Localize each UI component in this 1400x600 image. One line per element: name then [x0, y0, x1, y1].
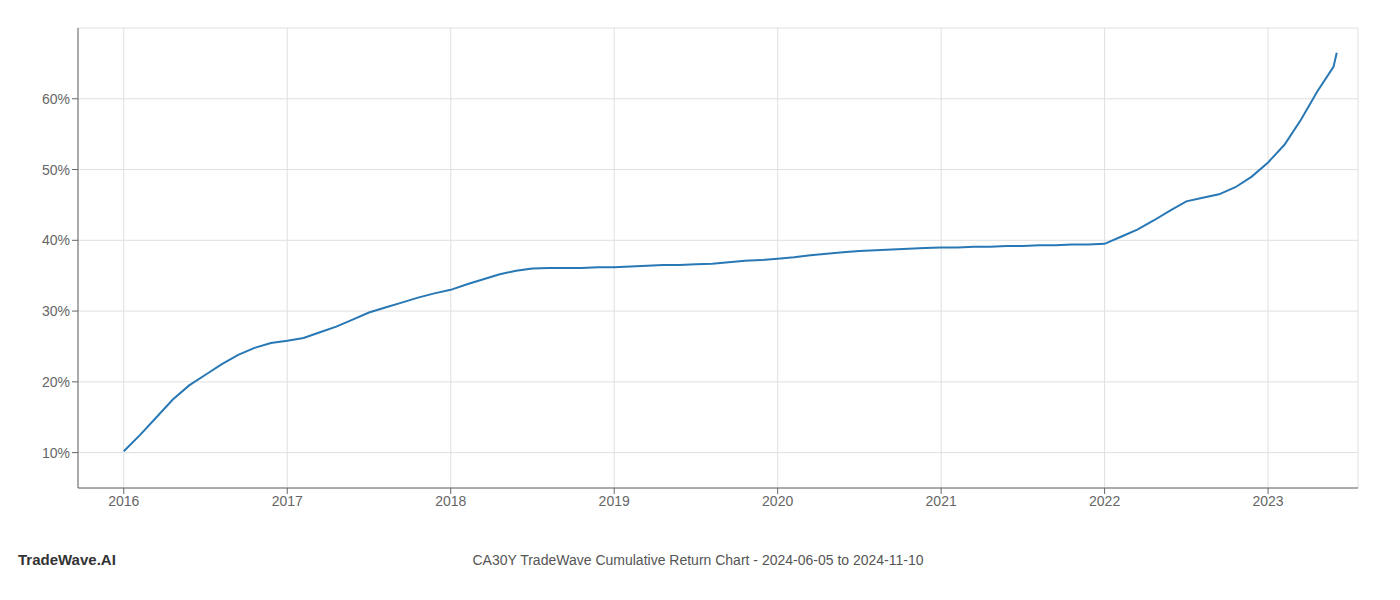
- svg-text:2020: 2020: [762, 493, 793, 509]
- svg-text:60%: 60%: [42, 91, 70, 107]
- svg-text:2022: 2022: [1089, 493, 1120, 509]
- svg-text:20%: 20%: [42, 374, 70, 390]
- svg-text:2018: 2018: [435, 493, 466, 509]
- svg-text:50%: 50%: [42, 162, 70, 178]
- svg-text:40%: 40%: [42, 232, 70, 248]
- svg-text:30%: 30%: [42, 303, 70, 319]
- svg-text:2019: 2019: [599, 493, 630, 509]
- svg-text:2021: 2021: [926, 493, 957, 509]
- svg-text:2016: 2016: [108, 493, 139, 509]
- html-text:CA30Y TradeWave Cumulative Ret: CA30Y TradeWave Cumulative Return Chart …: [472, 552, 924, 568]
- svg-text:2017: 2017: [272, 493, 303, 509]
- svg-text:2023: 2023: [1253, 493, 1284, 509]
- svg-text:10%: 10%: [42, 445, 70, 461]
- html-text:TradeWave.AI: TradeWave.AI: [18, 551, 116, 568]
